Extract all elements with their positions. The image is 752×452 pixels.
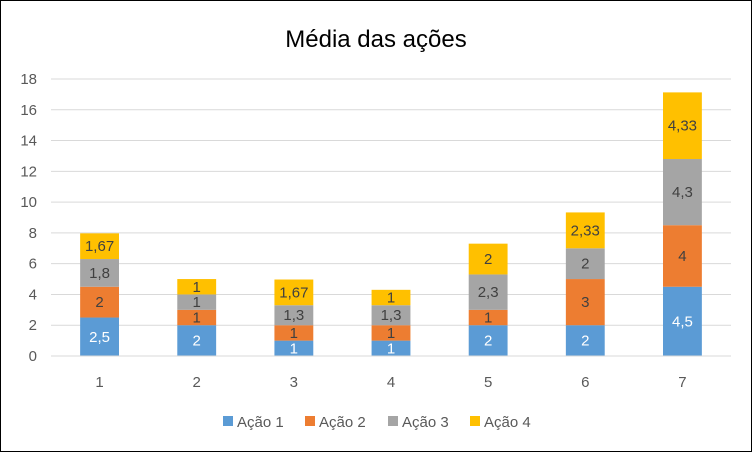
bar-segment bbox=[468, 325, 508, 356]
bar-segment bbox=[565, 325, 605, 356]
legend-label: Ação 1 bbox=[237, 414, 284, 431]
bar-segment bbox=[468, 243, 508, 275]
bar-segment bbox=[177, 279, 217, 295]
y-tick-label: 8 bbox=[29, 225, 37, 242]
legend-label: Ação 2 bbox=[319, 414, 366, 431]
bar-segment bbox=[177, 325, 217, 356]
x-tick-label: 1 bbox=[95, 374, 103, 391]
bar-segment bbox=[274, 325, 314, 341]
data-label: 1 bbox=[193, 310, 201, 327]
legend-swatch bbox=[305, 416, 315, 426]
data-label: 2 bbox=[484, 251, 492, 268]
chart-title: Média das ações bbox=[285, 26, 466, 53]
bar-segment bbox=[663, 92, 702, 160]
y-axis-ticks: 0 2 4 6 8 10 12 14 16 18 bbox=[20, 71, 37, 365]
data-label: 2 bbox=[193, 333, 201, 350]
data-label: 1 bbox=[193, 279, 201, 296]
y-tick-label: 14 bbox=[20, 133, 37, 150]
bar-segment bbox=[371, 305, 411, 326]
bar-segment bbox=[663, 286, 702, 356]
data-label: 4,5 bbox=[672, 313, 693, 330]
data-label: 1,67 bbox=[279, 284, 308, 301]
legend: Ação 1 Ação 2 Ação 3 Ação 4 bbox=[223, 414, 531, 431]
legend-swatch bbox=[388, 416, 398, 426]
bar-segment bbox=[565, 248, 605, 280]
x-tick-label: 6 bbox=[581, 374, 589, 391]
data-label: 2,3 bbox=[478, 284, 499, 301]
data-label: 2 bbox=[581, 256, 589, 273]
bar-segment bbox=[80, 317, 119, 356]
data-label: 4 bbox=[678, 248, 686, 265]
bar-segment bbox=[468, 309, 508, 326]
bar-segment bbox=[663, 159, 702, 226]
data-label: 1,67 bbox=[85, 238, 114, 255]
bar-segment bbox=[565, 212, 605, 249]
data-label: 4,3 bbox=[672, 184, 693, 201]
bar-segment bbox=[663, 225, 702, 287]
x-tick-label: 7 bbox=[678, 374, 686, 391]
bar-segment bbox=[274, 279, 314, 306]
bar-segment bbox=[177, 309, 217, 326]
data-label: 1 bbox=[387, 290, 395, 307]
bar-segment bbox=[468, 274, 508, 310]
data-label: 2 bbox=[581, 333, 589, 350]
y-tick-label: 2 bbox=[29, 317, 37, 334]
bar-segment bbox=[177, 294, 217, 310]
data-label: 1 bbox=[290, 340, 298, 357]
bar-segment bbox=[80, 286, 119, 318]
data-label: 1 bbox=[387, 340, 395, 357]
x-tick-label: 4 bbox=[387, 374, 395, 391]
legend-label: Ação 4 bbox=[484, 414, 531, 431]
data-label: 2,33 bbox=[571, 222, 600, 239]
bar-segment bbox=[371, 289, 411, 306]
y-tick-label: 18 bbox=[20, 71, 37, 88]
y-tick-label: 12 bbox=[20, 163, 37, 180]
data-label: 2 bbox=[484, 333, 492, 350]
bar-segment bbox=[80, 259, 119, 287]
bar-segment bbox=[565, 279, 605, 326]
x-tick-label: 3 bbox=[290, 374, 298, 391]
data-label: 1 bbox=[290, 325, 298, 342]
data-label: 1,3 bbox=[283, 307, 304, 324]
y-tick-label: 0 bbox=[29, 348, 37, 365]
data-label: 4,33 bbox=[668, 118, 697, 135]
data-label: 2,5 bbox=[89, 329, 110, 346]
x-tick-label: 5 bbox=[484, 374, 492, 391]
data-label: 1,8 bbox=[89, 265, 110, 282]
data-label: 1 bbox=[484, 310, 492, 327]
bar-segment bbox=[274, 305, 314, 326]
y-tick-label: 16 bbox=[20, 102, 37, 119]
bar-segment bbox=[80, 233, 119, 260]
y-tick-label: 10 bbox=[20, 194, 37, 211]
x-tick-label: 2 bbox=[193, 374, 201, 391]
bar-segment bbox=[274, 340, 314, 356]
bar-segment bbox=[371, 325, 411, 341]
legend-label: Ação 3 bbox=[402, 414, 449, 431]
y-tick-label: 4 bbox=[29, 286, 37, 303]
gridlines bbox=[51, 78, 731, 326]
data-label: 1 bbox=[193, 294, 201, 311]
data-label: 1 bbox=[387, 325, 395, 342]
bars: 2,521,81,672111111,31,67111,31212,322322… bbox=[80, 92, 702, 357]
bar-segment bbox=[371, 340, 411, 356]
data-label: 1,3 bbox=[381, 307, 402, 324]
x-axis: 1 2 3 4 5 6 7 bbox=[51, 355, 731, 391]
data-label: 3 bbox=[581, 294, 589, 311]
legend-swatch bbox=[470, 416, 480, 426]
legend-swatch bbox=[223, 416, 233, 426]
y-tick-label: 6 bbox=[29, 256, 37, 273]
data-label: 2 bbox=[95, 294, 103, 311]
